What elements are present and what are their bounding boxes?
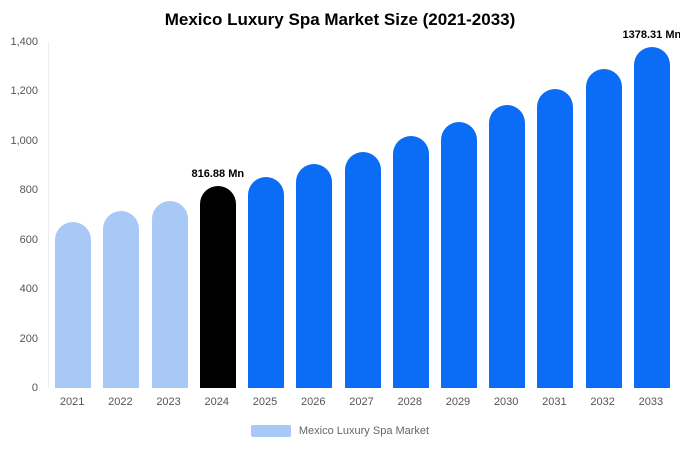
- x-axis-label-2027: 2027: [349, 396, 374, 408]
- bar-2028: [392, 135, 429, 388]
- legend-label: Mexico Luxury Spa Market: [298, 425, 430, 437]
- x-axis-label-2033: 2033: [638, 396, 664, 408]
- legend-swatch: [250, 425, 291, 437]
- x-axis-label-2031: 2031: [542, 396, 567, 408]
- bar-2033: [633, 47, 670, 388]
- bar-value-label-2033: 1378.31 Mn: [622, 29, 680, 42]
- bar-2027: [344, 151, 381, 388]
- chart-title: Mexico Luxury Spa Market Size (2021-2033…: [164, 10, 516, 29]
- bar-2026: [296, 164, 333, 388]
- x-axis-label-2032: 2032: [590, 396, 615, 408]
- x-axis-label-2023: 2023: [156, 396, 181, 408]
- bar-2030: [489, 105, 526, 388]
- bar-2029: [440, 122, 477, 388]
- x-axis-label-2024: 2024: [204, 396, 230, 408]
- bar-2024: [199, 186, 236, 388]
- legend: Mexico Luxury Spa Market: [0, 425, 680, 437]
- x-axis: 2021 2022 2023 2024 2025 2026 2027 2028 2029 2030…: [48, 396, 676, 412]
- bar-2022: [103, 211, 140, 388]
- x-axis-label-2025: 2025: [252, 396, 278, 408]
- y-tick-label-1200: 1,200: [10, 85, 38, 98]
- y-tick-label-1000: 1,000: [10, 134, 38, 147]
- y-tick-label-1400: 1,400: [10, 36, 38, 48]
- plot-area: 816.88 Mn 1378.31 Mn: [48, 29, 680, 388]
- y-tick-label-0: 0: [31, 382, 38, 394]
- x-axis-label-2026: 2026: [301, 396, 326, 408]
- y-tick-label-800: 800: [19, 184, 38, 197]
- x-axis-label-2028: 2028: [397, 396, 422, 408]
- bar-2025: [248, 176, 285, 388]
- y-axis: 0 200 400 600 800 1,000 1,200 1,400: [0, 36, 42, 394]
- bar-2031: [537, 88, 574, 388]
- bar-2032: [585, 69, 622, 388]
- bar-2023: [151, 200, 188, 388]
- x-axis-label-2030: 2030: [493, 396, 519, 408]
- y-tick-label-400: 400: [19, 283, 38, 296]
- legend-item[interactable]: Mexico Luxury Spa Market: [250, 425, 430, 437]
- bar-2021: [55, 222, 92, 388]
- x-axis-label-2021: 2021: [59, 396, 85, 408]
- y-tick-label-600: 600: [19, 233, 38, 246]
- y-tick-label-200: 200: [19, 332, 38, 345]
- x-axis-label-2022: 2022: [108, 396, 133, 408]
- bar-value-label-2024: 816.88 Mn: [191, 168, 245, 181]
- x-axis-label-2029: 2029: [445, 396, 471, 408]
